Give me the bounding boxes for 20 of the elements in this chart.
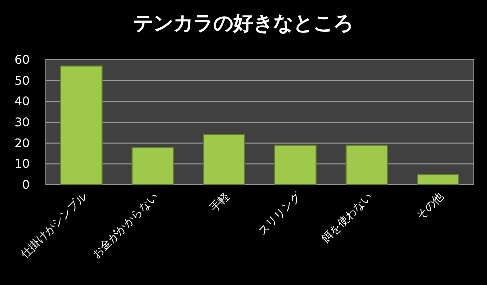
y-tick-label: 50 bbox=[14, 74, 30, 88]
x-tick-label: スリリング bbox=[256, 189, 304, 238]
x-tick-label: 仕掛けがシンプル bbox=[18, 190, 90, 262]
y-tick-label: 60 bbox=[14, 53, 30, 67]
x-tick-label: 餌を使わない bbox=[319, 190, 376, 246]
bar bbox=[60, 66, 103, 186]
bar bbox=[417, 174, 460, 186]
y-tick-label: 30 bbox=[14, 116, 30, 130]
y-tick-label: 0 bbox=[22, 178, 30, 192]
chart-title: テンカラの好きなところ bbox=[134, 11, 354, 35]
bar bbox=[346, 144, 388, 186]
bar bbox=[274, 144, 317, 186]
y-tick-label: 40 bbox=[14, 94, 30, 109]
bar bbox=[132, 147, 174, 186]
y-tick-label: 10 bbox=[14, 157, 30, 172]
x-tick-label: お金がかからない bbox=[90, 190, 162, 262]
x-tick-label: 手軽 bbox=[208, 190, 232, 215]
bar bbox=[203, 134, 246, 186]
y-tick-label: 20 bbox=[14, 136, 30, 150]
x-tick-label: その他 bbox=[414, 190, 446, 222]
